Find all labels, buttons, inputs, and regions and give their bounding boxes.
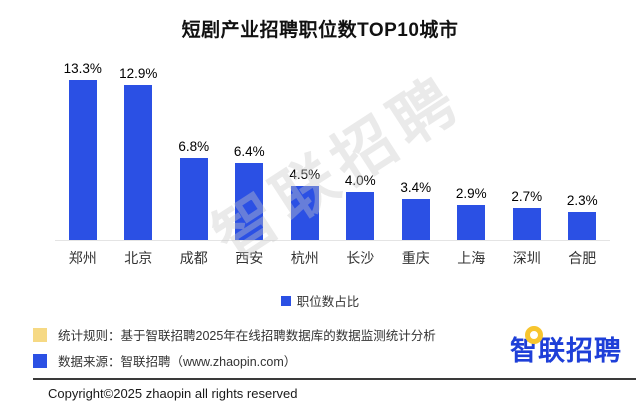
bar-value-label: 13.3% <box>63 61 102 77</box>
x-axis-label: 北京 <box>124 250 153 266</box>
bar <box>124 85 153 240</box>
legend-color-swatch <box>280 295 291 306</box>
yellow-square-icon <box>33 327 47 342</box>
x-axis-label: 深圳 <box>512 250 541 266</box>
bar <box>512 207 541 240</box>
bar-value-label: 4.5% <box>289 167 321 182</box>
logo-yellow-ring-icon <box>525 326 543 344</box>
x-axis-labels: 郑州 北京 成都 西安 杭州 长沙 重庆 上海 深圳 合肥 <box>55 241 610 268</box>
bar-group: 4.5% <box>277 167 333 240</box>
bar <box>235 163 264 240</box>
bar-group: 6.4% <box>222 144 278 240</box>
data-source-text: 数据来源：智联招聘（www.zhaopin.com） <box>58 355 297 369</box>
footer-notes: 统计规则：基于智联招聘2025年在线招聘数据库的数据监测统计分析 数据来源：智联… <box>33 325 640 370</box>
x-axis-label: 西安 <box>235 250 264 266</box>
bar <box>568 212 597 240</box>
statistics-rule-note: 统计规则：基于智联招聘2025年在线招聘数据库的数据监测统计分析 <box>33 325 640 344</box>
bar <box>346 192 375 240</box>
bar-value-label: 6.4% <box>233 144 265 160</box>
legend-label: 职位数占比 <box>296 295 360 309</box>
bar-group: 3.4% <box>388 180 444 240</box>
chart-title: 短剧产业招聘职位数TOP10城市 <box>181 20 459 41</box>
bar-group: 6.8% <box>166 139 222 240</box>
bar-value-label: 4.0% <box>344 173 376 188</box>
bar <box>290 186 319 240</box>
bar <box>401 199 430 240</box>
bar-value-label: 2.7% <box>511 188 543 204</box>
bar-value-label: 12.9% <box>119 66 158 82</box>
x-axis-label: 成都 <box>179 250 208 266</box>
bars-row: 13.3% 12.9% 6.8% 6.4% 4.5% 4.0% 3.4% 2.9% 2.7% 2.… <box>55 58 610 241</box>
x-axis-label: 上海 <box>457 250 486 266</box>
bar-group: 13.3% <box>55 61 111 240</box>
bar-group: 12.9% <box>111 66 167 240</box>
bar-chart: 智联招聘 13.3% 12.9% 6.8% 6.4% 4.5% 4.0% 3.4% 2.9% 2… <box>55 58 610 274</box>
x-axis-label: 重庆 <box>401 250 430 266</box>
bar-value-label: 2.3% <box>566 193 598 209</box>
bar-value-label: 3.4% <box>400 180 432 196</box>
blue-square-icon <box>33 353 47 368</box>
data-source-note: 数据来源：智联招聘（www.zhaopin.com） <box>33 351 640 370</box>
bar-value-label: 6.8% <box>178 139 210 155</box>
bar-group: 2.9% <box>444 186 500 240</box>
divider-line <box>33 378 636 380</box>
x-axis-label: 合肥 <box>568 250 597 266</box>
x-axis-label: 郑州 <box>68 250 97 266</box>
statistics-rule-text: 统计规则：基于智联招聘2025年在线招聘数据库的数据监测统计分析 <box>58 329 436 343</box>
legend: 职位数占比 <box>0 291 640 310</box>
bar <box>179 158 208 240</box>
bar <box>457 205 486 240</box>
bar <box>68 80 97 240</box>
bar-group: 2.7% <box>499 189 555 240</box>
bar-group: 2.3% <box>555 193 611 240</box>
copyright-text: Copyright©2025 zhaopin all rights reserv… <box>48 386 298 401</box>
zhaopin-logo: 智联招聘 <box>510 326 622 368</box>
x-axis-label: 杭州 <box>290 250 319 266</box>
bar-value-label: 2.9% <box>455 186 487 202</box>
bar-group: 4.0% <box>333 173 389 240</box>
x-axis-label: 长沙 <box>346 250 375 266</box>
